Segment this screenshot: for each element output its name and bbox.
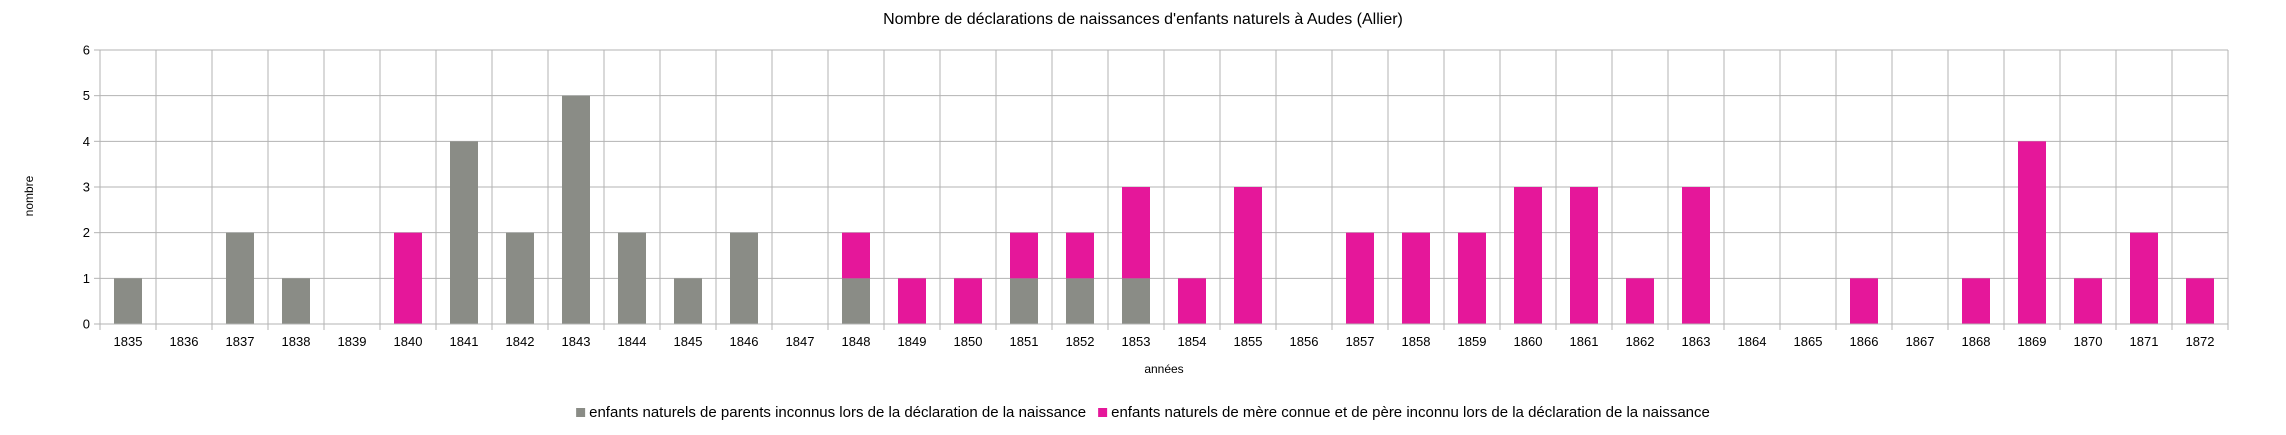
- bar-pere-inconnu-1861: [1570, 187, 1598, 324]
- x-tick-label: 1871: [2130, 334, 2159, 349]
- bar-pere-inconnu-1871: [2130, 232, 2158, 324]
- x-tick-label: 1857: [1346, 334, 1375, 349]
- bar-pere-inconnu-1872: [2186, 278, 2214, 324]
- y-axis-title: nombre: [22, 175, 36, 216]
- y-tick-label: 0: [83, 317, 90, 332]
- x-tick-label: 1869: [2018, 334, 2047, 349]
- x-tick-label: 1837: [226, 334, 255, 349]
- legend-label: enfants naturels de parents inconnus lor…: [589, 404, 1086, 421]
- x-tick-label: 1844: [618, 334, 647, 349]
- bars: [114, 95, 2214, 325]
- x-tick-label: 1849: [898, 334, 927, 349]
- bar-parents-inconnus-1852: [1066, 278, 1094, 324]
- legend-label: enfants naturels de mère connue et de pè…: [1111, 404, 1710, 421]
- bar-parents-inconnus-1842: [506, 232, 534, 324]
- bar-pere-inconnu-1870: [2074, 278, 2102, 324]
- bar-pere-inconnu-1848: [842, 232, 870, 279]
- y-tick-label: 1: [83, 271, 90, 286]
- bar-parents-inconnus-1853: [1122, 278, 1150, 324]
- y-tick-labels: 0 1 2 3 4 5 6: [83, 43, 90, 332]
- gridlines: [99, 49, 2229, 330]
- x-tick-label: 1864: [1738, 334, 1767, 349]
- x-tick-label: 1852: [1066, 334, 1095, 349]
- legend: enfants naturels de parents inconnus lor…: [576, 404, 1710, 421]
- x-tick-label: 1855: [1234, 334, 1263, 349]
- bar-pere-inconnu-1859: [1458, 232, 1486, 324]
- x-tick-label: 1865: [1794, 334, 1823, 349]
- x-tick-label: 1845: [674, 334, 703, 349]
- x-tick-label: 1843: [562, 334, 591, 349]
- bar-parents-inconnus-1851: [1010, 278, 1038, 324]
- x-tick-label: 1836: [170, 334, 199, 349]
- y-tick-label: 5: [83, 88, 90, 103]
- bar-pere-inconnu-1852: [1066, 232, 1094, 279]
- bar-parents-inconnus-1843: [562, 95, 590, 325]
- x-tick-label: 1850: [954, 334, 983, 349]
- x-tick-label: 1840: [394, 334, 423, 349]
- bar-parents-inconnus-1841: [450, 141, 478, 324]
- y-tick-label: 6: [83, 43, 90, 58]
- x-tick-label: 1847: [786, 334, 815, 349]
- legend-swatch: [576, 408, 586, 417]
- x-tick-label: 1848: [842, 334, 871, 349]
- x-axis-title: années: [1144, 362, 1183, 376]
- bar-pere-inconnu-1854: [1178, 278, 1206, 324]
- x-tick-label: 1842: [506, 334, 535, 349]
- chart-title: Nombre de déclarations de naissances d'e…: [883, 11, 1403, 28]
- legend-item: enfants naturels de parents inconnus lor…: [576, 404, 1086, 421]
- bar-parents-inconnus-1848: [842, 278, 870, 324]
- bar-pere-inconnu-1850: [954, 278, 982, 324]
- y-tick-label: 2: [83, 225, 90, 240]
- bar-parents-inconnus-1844: [618, 232, 646, 324]
- x-tick-label: 1839: [338, 334, 367, 349]
- bar-pere-inconnu-1855: [1234, 187, 1262, 324]
- x-tick-label: 1860: [1514, 334, 1543, 349]
- bar-parents-inconnus-1838: [282, 278, 310, 324]
- bar-parents-inconnus-1846: [730, 232, 758, 324]
- bar-parents-inconnus-1837: [226, 232, 254, 324]
- x-tick-label: 1856: [1290, 334, 1319, 349]
- x-tick-label: 1867: [1906, 334, 1935, 349]
- y-tick-label: 4: [83, 134, 90, 149]
- x-tick-label: 1835: [114, 334, 143, 349]
- bar-pere-inconnu-1849: [898, 278, 926, 324]
- bar-parents-inconnus-1845: [674, 278, 702, 324]
- y-tick-label: 3: [83, 180, 90, 195]
- x-tick-label: 1838: [282, 334, 311, 349]
- x-tick-label: 1858: [1402, 334, 1431, 349]
- x-tick-labels: 1835 1836 1837 1838 1839 1840 1841 1842 1843 1844…: [114, 334, 2215, 349]
- x-tick-label: 1870: [2074, 334, 2103, 349]
- bar-pere-inconnu-1869: [2018, 141, 2046, 324]
- x-tick-label: 1872: [2186, 334, 2215, 349]
- bar-pere-inconnu-1860: [1514, 187, 1542, 324]
- x-tick-label: 1861: [1570, 334, 1599, 349]
- bar-pere-inconnu-1840: [394, 232, 422, 324]
- x-tick-label: 1863: [1682, 334, 1711, 349]
- x-tick-label: 1841: [450, 334, 479, 349]
- x-tick-label: 1853: [1122, 334, 1151, 349]
- bar-pere-inconnu-1866: [1850, 278, 1878, 324]
- legend-swatch: [1098, 408, 1108, 417]
- bar-pere-inconnu-1858: [1402, 232, 1430, 324]
- x-tick-label: 1854: [1178, 334, 1207, 349]
- legend-item: enfants naturels de mère connue et de pè…: [1098, 404, 1710, 421]
- x-tick-label: 1868: [1962, 334, 1991, 349]
- x-tick-label: 1851: [1010, 334, 1039, 349]
- x-tick-label: 1862: [1626, 334, 1655, 349]
- x-tick-label: 1866: [1850, 334, 1879, 349]
- bar-pere-inconnu-1851: [1010, 232, 1038, 279]
- bar-pere-inconnu-1868: [1962, 278, 1990, 324]
- x-tick-label: 1846: [730, 334, 759, 349]
- bar-pere-inconnu-1863: [1682, 187, 1710, 324]
- bar-pere-inconnu-1853: [1122, 187, 1150, 279]
- bar-pere-inconnu-1857: [1346, 232, 1374, 324]
- axes: [94, 49, 2228, 325]
- x-tick-label: 1859: [1458, 334, 1487, 349]
- bar-parents-inconnus-1835: [114, 278, 142, 324]
- bar-pere-inconnu-1862: [1626, 278, 1654, 324]
